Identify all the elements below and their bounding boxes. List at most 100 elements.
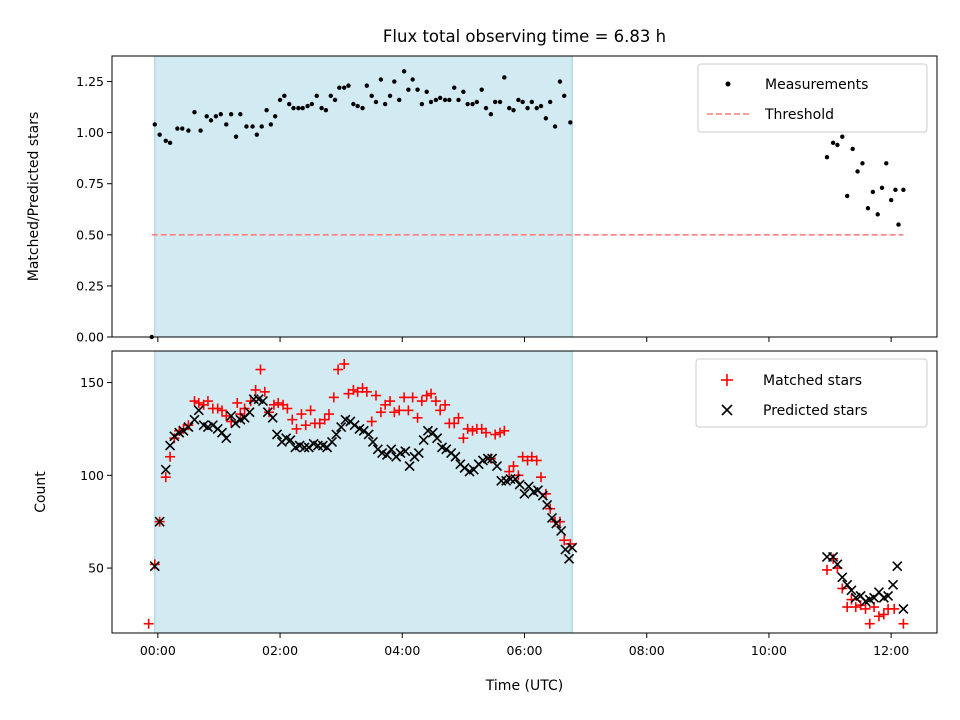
measurement-points bbox=[149, 69, 906, 340]
predicted-star-point bbox=[510, 473, 521, 485]
matched-star-point bbox=[842, 602, 853, 613]
matched-star-point bbox=[389, 407, 400, 418]
bottom-legend: Matched stars Predicted stars bbox=[695, 358, 928, 428]
matched-star-point bbox=[259, 386, 270, 397]
measurement-point bbox=[152, 122, 157, 127]
measurement-point bbox=[157, 132, 162, 137]
matched-star-point bbox=[333, 364, 344, 375]
measurement-point bbox=[351, 101, 356, 107]
measurement-point bbox=[287, 101, 292, 107]
matched-star-point bbox=[435, 405, 446, 416]
observing-window-shade bbox=[154, 350, 573, 634]
measurement-point bbox=[557, 79, 563, 84]
predicted-star-point bbox=[542, 499, 553, 511]
matched-star-point bbox=[873, 611, 884, 622]
measurement-point bbox=[520, 99, 525, 105]
matched-star-point bbox=[160, 472, 171, 483]
measurement-point bbox=[474, 99, 480, 105]
matched-star-point bbox=[371, 390, 381, 401]
predicted-star-point bbox=[404, 460, 415, 472]
measurement-point bbox=[401, 69, 407, 74]
measurement-point bbox=[387, 93, 393, 99]
legend-threshold-label: Threshold bbox=[764, 107, 834, 123]
measurement-point bbox=[824, 154, 830, 160]
y-tick-label: 1.25 bbox=[76, 74, 104, 89]
measurement-point bbox=[224, 122, 229, 127]
measurement-point bbox=[452, 85, 457, 90]
measurement-point bbox=[186, 128, 191, 133]
matched-star-point bbox=[898, 618, 909, 629]
y-tick-label: 0.75 bbox=[76, 176, 104, 191]
matched-star-point bbox=[273, 397, 284, 408]
measurement-point bbox=[282, 93, 287, 99]
matched-star-point bbox=[430, 396, 441, 407]
measurement-point bbox=[461, 89, 466, 94]
measurement-point bbox=[364, 83, 370, 88]
measurement-point bbox=[378, 77, 384, 82]
measurement-point bbox=[538, 103, 544, 109]
matched-star-point bbox=[189, 396, 200, 407]
matched-star-point bbox=[183, 420, 194, 431]
measurement-point bbox=[830, 140, 836, 146]
predicted-star-point bbox=[363, 429, 374, 440]
predicted-star-point bbox=[828, 551, 839, 562]
predicted-star-point bbox=[441, 444, 452, 455]
measurement-point bbox=[428, 99, 434, 105]
legend-predicted-marker bbox=[721, 404, 733, 416]
matched-star-point bbox=[495, 427, 506, 438]
bottom-x-ticks: 00:00 02:00 04:00 06:00 08:00 10:00 12:00 bbox=[140, 633, 909, 658]
predicted-star-point bbox=[482, 453, 493, 464]
x-axis-label: Time (UTC) bbox=[485, 678, 563, 694]
measurement-point bbox=[415, 87, 420, 92]
measurement-point bbox=[465, 101, 470, 107]
matched-star-point bbox=[504, 466, 515, 477]
measurement-point bbox=[492, 99, 498, 105]
predicted-star-point bbox=[459, 462, 470, 473]
predicted-star-point bbox=[189, 414, 200, 425]
legend-predicted-label: Predicted stars bbox=[763, 403, 868, 419]
bottom-y-ticks: 50 100 150 bbox=[80, 375, 112, 576]
measurement-point bbox=[552, 124, 558, 129]
measurement-point bbox=[855, 169, 860, 174]
predicted-star-point bbox=[427, 427, 438, 438]
matched-star-point bbox=[462, 423, 473, 434]
measurement-point bbox=[218, 112, 223, 117]
predicted-star-point bbox=[271, 429, 283, 440]
predicted-star-point bbox=[432, 433, 443, 444]
bottom-y-axis-label: Count bbox=[33, 471, 49, 513]
x-tick-label: 00:00 bbox=[140, 643, 176, 658]
predicted-star-point bbox=[842, 579, 853, 590]
predicted-star-point bbox=[367, 436, 379, 447]
predicted-star-point bbox=[514, 479, 525, 490]
predicted-star-point bbox=[336, 422, 347, 433]
measurement-point bbox=[309, 101, 315, 107]
predicted-stars-points bbox=[149, 394, 909, 614]
measurement-point bbox=[406, 87, 411, 92]
measurement-point bbox=[507, 105, 512, 111]
measurement-point bbox=[516, 97, 521, 103]
predicted-star-point bbox=[164, 440, 176, 451]
predicted-star-point bbox=[230, 418, 241, 429]
matched-star-point bbox=[165, 451, 176, 462]
measurement-point bbox=[213, 114, 219, 119]
matched-star-point bbox=[385, 396, 396, 407]
predicted-star-point bbox=[331, 429, 342, 440]
measurement-point bbox=[264, 107, 269, 113]
measurement-point bbox=[479, 87, 484, 92]
measurement-point bbox=[901, 187, 906, 193]
x-tick-label: 02:00 bbox=[262, 643, 298, 658]
measurement-point bbox=[259, 124, 264, 129]
measurement-point bbox=[272, 114, 278, 119]
predicted-star-point bbox=[257, 396, 269, 407]
predicted-star-point bbox=[216, 427, 228, 438]
matched-star-point bbox=[264, 407, 275, 418]
measurement-point bbox=[238, 112, 243, 117]
measurement-point bbox=[397, 97, 402, 103]
matched-star-point bbox=[250, 384, 261, 395]
measurement-point bbox=[373, 99, 379, 105]
matched-star-point bbox=[202, 396, 213, 407]
measurement-point bbox=[860, 161, 865, 166]
predicted-star-point bbox=[887, 579, 899, 590]
predicted-star-point bbox=[178, 425, 189, 436]
